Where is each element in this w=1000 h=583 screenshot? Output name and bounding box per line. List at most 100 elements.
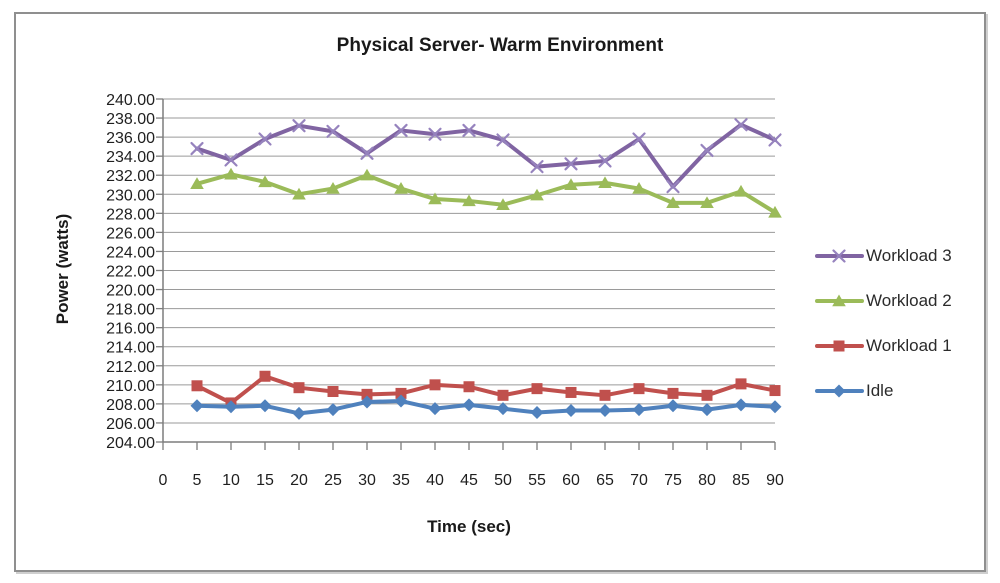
diamond-marker <box>832 384 846 398</box>
y-tick-label: 230.00 <box>106 187 155 204</box>
y-tick-label: 212.00 <box>106 359 155 376</box>
series-workload-3 <box>190 118 782 194</box>
legend: Workload 3 Workload 2 Workload 1 Idle <box>815 244 983 403</box>
triangle-marker <box>190 177 204 189</box>
x-tick-label: 50 <box>494 472 512 489</box>
diamond-marker <box>462 398 476 412</box>
legend-marker-workload-3 <box>815 249 864 263</box>
triangle-marker <box>832 294 846 307</box>
x-marker <box>394 123 408 138</box>
square-marker <box>429 379 441 391</box>
x-marker <box>326 124 340 138</box>
square-marker <box>259 370 271 382</box>
diamond-marker <box>734 398 748 412</box>
legend-label: Idle <box>866 381 894 400</box>
diamond-marker <box>598 404 612 418</box>
x-marker <box>700 143 714 158</box>
triangle-marker <box>496 198 510 210</box>
triangle-marker <box>326 182 340 194</box>
x-marker <box>292 119 306 133</box>
x-tick-label: 35 <box>392 472 410 489</box>
x-tick-label: 90 <box>766 472 784 489</box>
triangle-marker <box>598 176 612 189</box>
triangle-marker <box>666 196 680 209</box>
y-tick-label: 236.00 <box>106 130 155 147</box>
legend-label: Workload 2 <box>866 291 952 310</box>
square-marker <box>833 340 845 352</box>
triangle-marker <box>564 178 578 190</box>
triangle-marker <box>530 188 544 201</box>
x-tick-label: 15 <box>256 472 274 489</box>
y-tick-label: 208.00 <box>106 397 155 414</box>
legend-item-workload-2: Workload 2 <box>815 289 983 313</box>
x-tick-label: 80 <box>698 472 716 489</box>
x-marker <box>666 180 680 194</box>
triangle-marker <box>360 168 374 181</box>
diamond-marker <box>768 400 782 414</box>
square-marker <box>395 387 407 399</box>
square-marker <box>497 389 509 401</box>
legend-item-workload-3: Workload 3 <box>815 244 983 268</box>
x-tick-label: 0 <box>159 472 168 489</box>
x-marker <box>190 141 204 156</box>
x-tick-label: 85 <box>732 472 750 489</box>
chart-title: Physical Server- Warm Environment <box>336 35 664 56</box>
square-marker <box>293 382 305 394</box>
x-tick-label: 40 <box>426 472 444 489</box>
y-tick-label: 228.00 <box>106 206 155 223</box>
diamond-marker <box>360 395 374 409</box>
diamond-marker <box>700 403 714 417</box>
square-marker <box>327 386 339 398</box>
legend-marker-idle <box>815 384 864 398</box>
triangle-marker <box>224 167 238 180</box>
legend-label: Workload 3 <box>866 246 952 265</box>
x-marker <box>224 153 238 167</box>
y-tick-label: 238.00 <box>106 111 155 128</box>
y-tick-label: 214.00 <box>106 340 155 357</box>
x-tick-label: 55 <box>528 472 546 489</box>
y-tick-label: 216.00 <box>106 321 155 338</box>
diamond-marker <box>428 402 442 416</box>
x-marker <box>428 127 442 141</box>
x-tick-label: 70 <box>630 472 648 489</box>
x-marker <box>530 160 544 174</box>
triangle-marker <box>292 187 306 200</box>
y-tick-label: 226.00 <box>106 225 155 242</box>
y-tick-label: 222.00 <box>106 264 155 281</box>
y-tick-label: 224.00 <box>106 244 155 261</box>
x-tick-label: 20 <box>290 472 308 489</box>
triangle-marker <box>394 182 408 194</box>
x-marker <box>360 146 374 160</box>
series-idle <box>190 394 782 420</box>
x-marker <box>496 133 510 147</box>
diamond-marker <box>190 399 204 413</box>
square-marker <box>463 381 475 393</box>
triangle-marker <box>700 196 714 209</box>
x-tick-label: 60 <box>562 472 580 489</box>
y-tick-label: 220.00 <box>106 283 155 300</box>
series-workload-2 <box>190 167 782 218</box>
square-marker <box>531 383 543 395</box>
diamond-marker <box>530 405 544 419</box>
diamond-marker <box>394 394 408 408</box>
x-axis-title: Time (sec) <box>427 517 511 536</box>
series-line-workload-2 <box>195 172 777 215</box>
legend-label: Workload 1 <box>866 336 952 355</box>
x-marker <box>462 123 476 138</box>
diamond-marker <box>632 403 646 417</box>
diamond-marker <box>258 399 272 413</box>
y-tick-label: 232.00 <box>106 168 155 185</box>
square-marker <box>701 389 713 401</box>
y-tick-label: 234.00 <box>106 149 155 166</box>
square-marker <box>191 380 203 392</box>
series-workload-1 <box>191 370 781 409</box>
series-line-workload-1 <box>195 374 777 405</box>
diamond-marker <box>292 406 306 420</box>
series-line-idle <box>195 399 777 416</box>
legend-marker-workload-1 <box>815 340 864 352</box>
y-tick-label: 204.00 <box>106 435 155 452</box>
x-marker <box>258 132 272 146</box>
square-marker <box>361 388 373 400</box>
y-tick-label: 210.00 <box>106 378 155 395</box>
